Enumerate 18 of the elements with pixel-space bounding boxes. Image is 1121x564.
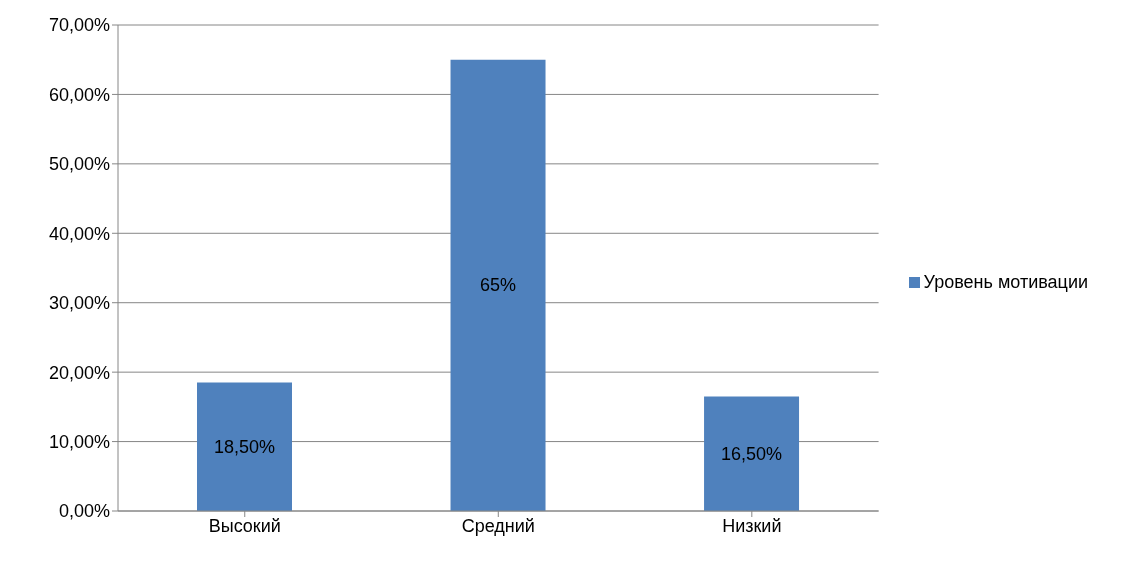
data-label: 16,50% [721,443,783,464]
bar [197,382,292,511]
data-label: 65% [480,275,517,296]
bar [450,59,546,511]
legend-label: Уровень мотивации [923,271,1088,292]
x-tick-label: Средний [461,515,535,536]
y-tick-label: 20,00% [48,362,110,383]
x-tick-label: Низкий [722,515,782,536]
bar [704,396,800,511]
y-tick-label: 30,00% [48,293,110,314]
y-tick-label: 40,00% [48,223,110,244]
data-label: 18,50% [213,436,276,457]
x-tick-label: Высокий [208,515,281,536]
y-tick-label: 10,00% [48,431,110,452]
y-tick-label: 70,00% [48,15,110,36]
y-tick-label: 60,00% [48,84,110,105]
y-tick-label: 50,00% [48,154,110,175]
y-tick-label: 0,00% [58,501,110,522]
